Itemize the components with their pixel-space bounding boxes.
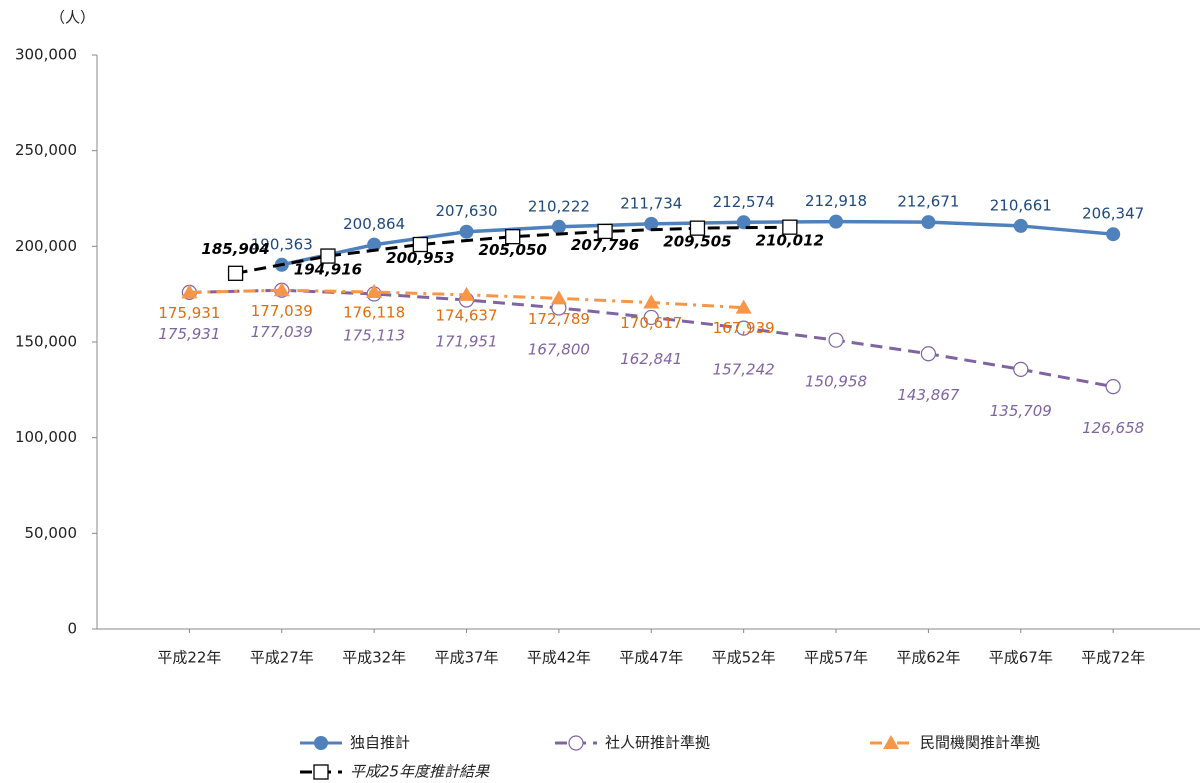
data-point xyxy=(273,282,290,297)
data-label: 209,505 xyxy=(663,233,731,251)
data-point xyxy=(644,216,659,231)
data-label: 205,050 xyxy=(479,241,547,259)
data-point xyxy=(736,215,751,230)
legend-marker xyxy=(314,736,328,750)
data-label: 175,931 xyxy=(158,325,220,343)
data-point xyxy=(505,229,521,245)
legend-marker xyxy=(313,764,329,780)
data-label: 206,347 xyxy=(1082,205,1144,223)
data-label: 207,630 xyxy=(435,202,497,220)
data-point xyxy=(782,219,798,235)
legend-label: 独自推計 xyxy=(350,734,410,752)
data-label: 175,113 xyxy=(343,326,405,344)
data-point xyxy=(829,214,844,229)
x-tick-label: 平成22年 xyxy=(157,649,221,667)
y-tick-label: 50,000 xyxy=(25,524,78,542)
legend-label: 民間機関推計準拠 xyxy=(920,734,1040,752)
x-tick-label: 平成67年 xyxy=(989,649,1053,667)
y-axis-unit: （人） xyxy=(50,9,95,27)
x-tick-label: 平成57年 xyxy=(804,649,868,667)
data-label: 172,789 xyxy=(528,310,590,328)
legend-label: 平成25年度推計結果 xyxy=(350,763,490,781)
data-label: 170,617 xyxy=(620,314,682,332)
data-point xyxy=(1106,227,1121,242)
y-tick-label: 300,000 xyxy=(15,46,77,64)
data-label: 167,939 xyxy=(713,319,775,337)
x-tick-label: 平成42年 xyxy=(527,649,591,667)
data-label: 135,709 xyxy=(990,402,1052,420)
data-label: 212,574 xyxy=(713,193,775,211)
data-label: 157,242 xyxy=(713,361,775,379)
data-point xyxy=(736,320,752,336)
data-label: 194,916 xyxy=(294,261,362,279)
legend-label: 社人研推計準拠 xyxy=(605,734,710,752)
data-point xyxy=(1013,218,1028,233)
data-label: 212,918 xyxy=(805,192,867,210)
data-label: 177,039 xyxy=(251,323,313,341)
x-tick-label: 平成32年 xyxy=(342,649,406,667)
data-label: 143,867 xyxy=(897,386,959,404)
data-label: 150,958 xyxy=(805,373,867,391)
data-point xyxy=(458,286,475,301)
data-point xyxy=(181,284,198,299)
data-label: 210,222 xyxy=(528,197,590,215)
x-tick-label: 平成47年 xyxy=(619,649,683,667)
data-label: 177,039 xyxy=(251,302,313,320)
data-label: 167,800 xyxy=(528,340,590,358)
y-tick-label: 100,000 xyxy=(15,428,77,446)
data-point xyxy=(643,309,659,326)
data-label: 210,661 xyxy=(990,196,1052,214)
data-point xyxy=(366,284,383,299)
data-point xyxy=(597,223,613,240)
data-point xyxy=(920,346,937,362)
data-point xyxy=(551,219,566,234)
data-label: 207,796 xyxy=(571,236,639,254)
data-point xyxy=(1105,379,1121,395)
legend-marker xyxy=(883,735,899,749)
data-label: 171,951 xyxy=(435,333,497,351)
data-label: 212,671 xyxy=(897,193,959,211)
x-tick-label: 平成27年 xyxy=(250,649,314,667)
data-point xyxy=(412,236,428,253)
data-label: 211,734 xyxy=(620,194,682,212)
data-label: 200,864 xyxy=(343,215,405,233)
data-label: 210,012 xyxy=(756,232,824,250)
data-point xyxy=(689,220,706,236)
data-point xyxy=(227,265,244,281)
data-point xyxy=(320,248,336,264)
y-tick-label: 0 xyxy=(67,620,77,638)
y-tick-label: 250,000 xyxy=(15,141,77,159)
data-label: 175,931 xyxy=(158,304,220,322)
y-tick-label: 200,000 xyxy=(15,237,77,255)
data-label: 162,841 xyxy=(620,350,682,368)
data-point xyxy=(828,332,844,348)
data-label: 200,953 xyxy=(386,249,454,267)
data-label: 185,904 xyxy=(201,240,269,258)
legend-marker xyxy=(568,735,584,751)
data-point xyxy=(921,215,936,230)
data-label: 190,363 xyxy=(251,235,313,253)
data-point xyxy=(367,237,382,252)
data-point xyxy=(1013,361,1029,377)
x-tick-label: 平成52年 xyxy=(712,649,776,667)
data-point xyxy=(735,299,752,314)
data-point xyxy=(550,290,567,305)
data-point xyxy=(459,224,474,239)
data-label: 176,118 xyxy=(343,304,405,322)
data-label: 174,637 xyxy=(435,306,497,324)
x-tick-label: 平成72年 xyxy=(1081,649,1145,667)
data-point xyxy=(643,294,660,309)
x-tick-label: 平成62年 xyxy=(896,649,960,667)
data-label: 126,658 xyxy=(1082,419,1144,437)
x-tick-label: 平成37年 xyxy=(434,649,498,667)
y-tick-label: 150,000 xyxy=(15,333,77,351)
